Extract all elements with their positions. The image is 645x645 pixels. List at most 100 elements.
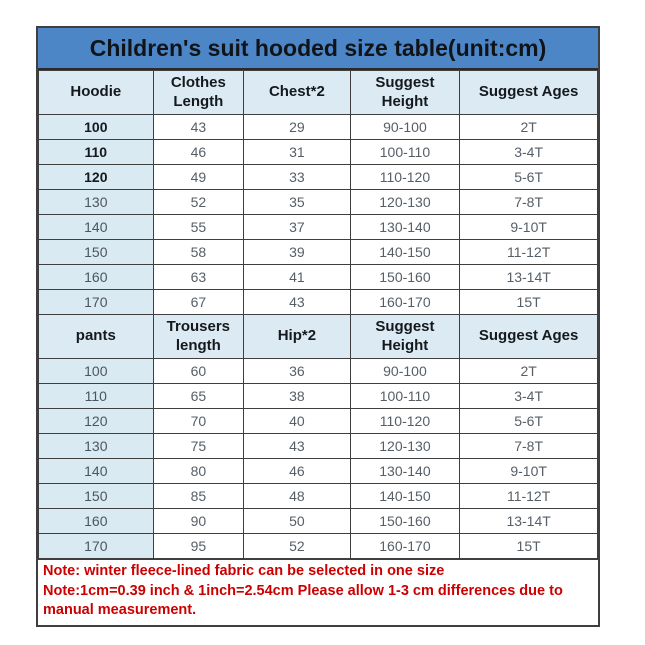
table-cell: 13-14T bbox=[459, 264, 598, 290]
table-cell: 140-150 bbox=[349, 239, 461, 265]
table-cell: 5-6T bbox=[459, 164, 598, 190]
table-cell: 41 bbox=[243, 264, 351, 290]
table-cell: 63 bbox=[152, 264, 245, 290]
size-label: 100 bbox=[38, 358, 154, 384]
table-cell: 130-140 bbox=[349, 458, 461, 484]
table-cell: 120-130 bbox=[349, 189, 461, 215]
table-cell: 7-8T bbox=[459, 189, 598, 215]
header-row: Hoodie Clothes Length Chest*2 Suggest Heigh… bbox=[38, 70, 598, 115]
table-row: 130 52 35 120-130 7-8T bbox=[38, 189, 598, 215]
table-row: 160 63 41 150-160 13-14T bbox=[38, 264, 598, 290]
size-label: 100 bbox=[38, 114, 154, 140]
table-row: 150 85 48 140-150 11-12T bbox=[38, 483, 598, 509]
table-cell: 15T bbox=[459, 289, 598, 315]
table-cell: 46 bbox=[152, 139, 245, 165]
table-cell: 2T bbox=[459, 358, 598, 384]
size-label: 110 bbox=[38, 139, 154, 165]
table-cell: 11-12T bbox=[459, 483, 598, 509]
table-cell: 90 bbox=[152, 508, 245, 534]
table-cell: 120-130 bbox=[349, 433, 461, 459]
table-cell: 2T bbox=[459, 114, 598, 140]
size-label: 160 bbox=[38, 508, 154, 534]
size-label: 170 bbox=[38, 289, 154, 315]
table-cell: 52 bbox=[243, 533, 351, 559]
table-cell: 9-10T bbox=[459, 214, 598, 240]
table-cell: 46 bbox=[243, 458, 351, 484]
table-cell: 55 bbox=[152, 214, 245, 240]
table-cell: 39 bbox=[243, 239, 351, 265]
size-label: 140 bbox=[38, 214, 154, 240]
table-cell: 38 bbox=[243, 383, 351, 409]
size-label: 130 bbox=[38, 433, 154, 459]
column-header: Suggest Ages bbox=[459, 314, 598, 359]
column-header: pants bbox=[38, 314, 154, 359]
table-row: 160 90 50 150-160 13-14T bbox=[38, 508, 598, 534]
table-cell: 58 bbox=[152, 239, 245, 265]
column-header: Chest*2 bbox=[243, 70, 351, 115]
table-cell: 80 bbox=[152, 458, 245, 484]
table-cell: 43 bbox=[243, 289, 351, 315]
table-cell: 150-160 bbox=[349, 508, 461, 534]
table-cell: 13-14T bbox=[459, 508, 598, 534]
column-header: Suggest Ages bbox=[459, 70, 598, 115]
table-cell: 11-12T bbox=[459, 239, 598, 265]
table-cell: 7-8T bbox=[459, 433, 598, 459]
table-cell: 48 bbox=[243, 483, 351, 509]
table-cell: 100-110 bbox=[349, 139, 461, 165]
table-cell: 70 bbox=[152, 408, 245, 434]
table-cell: 43 bbox=[243, 433, 351, 459]
table-row: 150 58 39 140-150 11-12T bbox=[38, 239, 598, 265]
table-title: Children's suit hooded size table(unit:c… bbox=[38, 28, 598, 70]
note-line-fleece: Note: winter fleece-lined fabric can be … bbox=[43, 563, 445, 579]
column-header: Suggest Height bbox=[349, 314, 461, 359]
table-cell: 85 bbox=[152, 483, 245, 509]
table-row: 110 46 31 100-110 3-4T bbox=[38, 139, 598, 165]
size-label: 110 bbox=[38, 383, 154, 409]
table-cell: 65 bbox=[152, 383, 245, 409]
size-label: 140 bbox=[38, 458, 154, 484]
table-cell: 150-160 bbox=[349, 264, 461, 290]
table-row: 120 49 33 110-120 5-6T bbox=[38, 164, 598, 190]
table-cell: 100-110 bbox=[349, 383, 461, 409]
table-cell: 15T bbox=[459, 533, 598, 559]
size-label: 120 bbox=[38, 408, 154, 434]
table-cell: 130-140 bbox=[349, 214, 461, 240]
table-cell: 33 bbox=[243, 164, 351, 190]
table-cell: 160-170 bbox=[349, 289, 461, 315]
table-cell: 9-10T bbox=[459, 458, 598, 484]
table-cell: 67 bbox=[152, 289, 245, 315]
table-cell: 110-120 bbox=[349, 408, 461, 434]
size-grid: Hoodie Clothes Length Chest*2 Suggest Heigh… bbox=[38, 70, 598, 559]
table-cell: 95 bbox=[152, 533, 245, 559]
table-cell: 90-100 bbox=[349, 114, 461, 140]
notes-box: Note: winter fleece-lined fabric can be … bbox=[38, 559, 598, 625]
table-row: 140 80 46 130-140 9-10T bbox=[38, 458, 598, 484]
table-cell: 43 bbox=[152, 114, 245, 140]
size-label: 130 bbox=[38, 189, 154, 215]
table-cell: 37 bbox=[243, 214, 351, 240]
column-header: Hoodie bbox=[38, 70, 154, 115]
table-cell: 31 bbox=[243, 139, 351, 165]
note-line-conversion: Note:1cm=0.39 inch & 1inch=2.54cm Please… bbox=[43, 582, 563, 619]
column-header: Suggest Height bbox=[349, 70, 461, 115]
column-header: Clothes Length bbox=[152, 70, 245, 115]
table-row: 110 65 38 100-110 3-4T bbox=[38, 383, 598, 409]
table-row: 130 75 43 120-130 7-8T bbox=[38, 433, 598, 459]
size-label: 170 bbox=[38, 533, 154, 559]
table-cell: 29 bbox=[243, 114, 351, 140]
table-cell: 50 bbox=[243, 508, 351, 534]
table-cell: 110-120 bbox=[349, 164, 461, 190]
header-row: pants Trousers length Hip*2 Suggest Height S… bbox=[38, 314, 598, 359]
column-header: Hip*2 bbox=[243, 314, 351, 359]
table-row: 100 60 36 90-100 2T bbox=[38, 358, 598, 384]
table-cell: 140-150 bbox=[349, 483, 461, 509]
size-label: 120 bbox=[38, 164, 154, 190]
table-row: 170 67 43 160-170 15T bbox=[38, 289, 598, 315]
table-cell: 3-4T bbox=[459, 139, 598, 165]
table-row: 100 43 29 90-100 2T bbox=[38, 114, 598, 140]
table-cell: 52 bbox=[152, 189, 245, 215]
table-row: 120 70 40 110-120 5-6T bbox=[38, 408, 598, 434]
table-cell: 75 bbox=[152, 433, 245, 459]
table-row: 140 55 37 130-140 9-10T bbox=[38, 214, 598, 240]
